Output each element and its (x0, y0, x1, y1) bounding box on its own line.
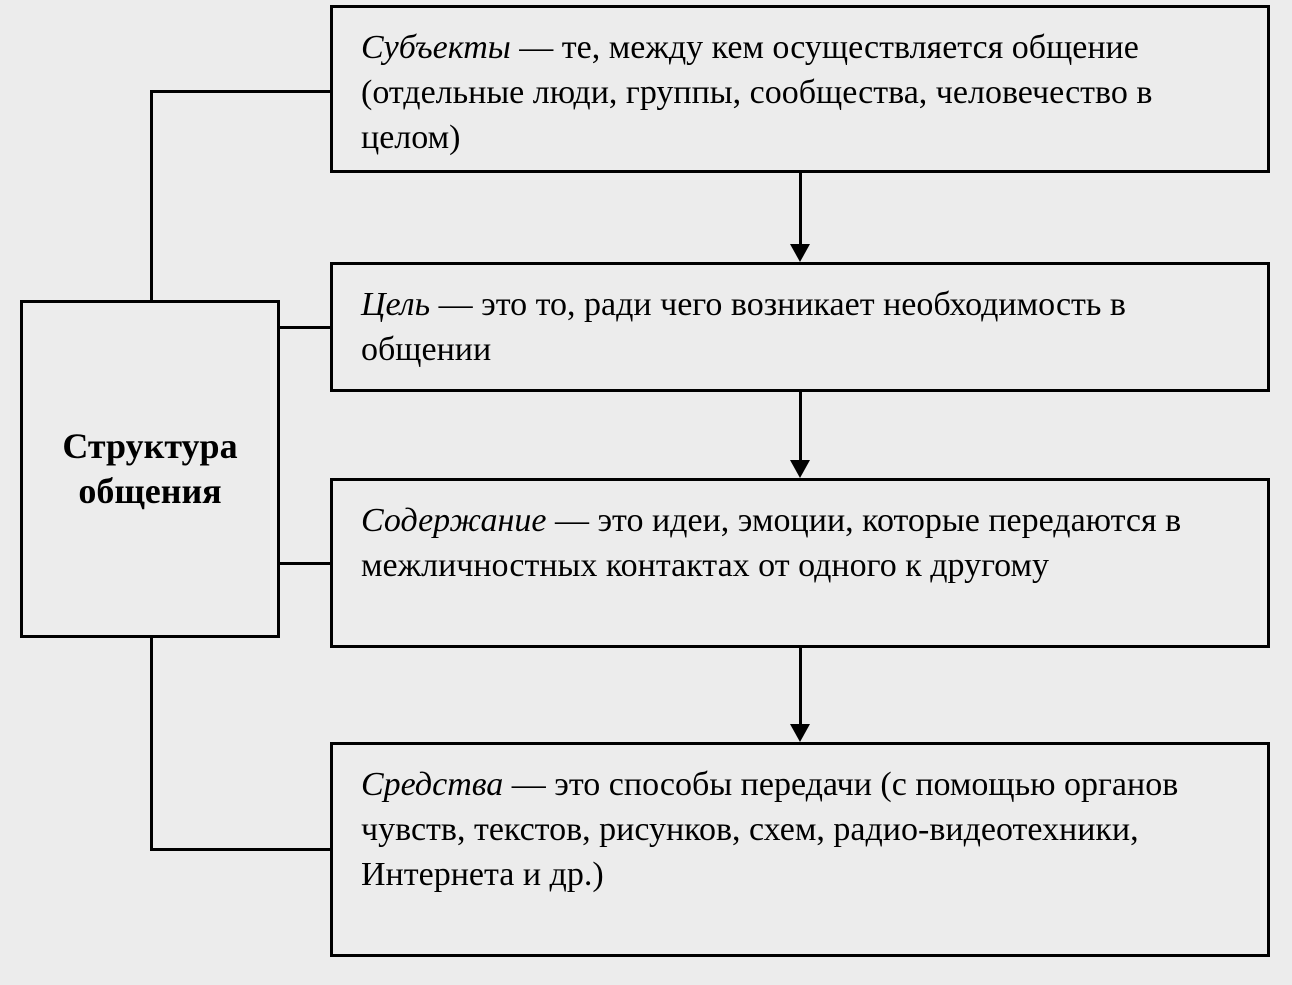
item-term: Субъекты (361, 29, 511, 66)
item-term: Средства (361, 766, 503, 803)
connector-trunk-top (150, 90, 153, 300)
item-node: Средства — это способы передачи (с помощ… (330, 742, 1270, 957)
connector-trunk-bottom (150, 638, 153, 851)
root-node: Структура общения (20, 300, 280, 638)
item-term: Содержание (361, 502, 546, 539)
arrow-stem (799, 173, 802, 248)
connector-branch (150, 90, 330, 93)
item-node: Субъекты — те, между кем осуществляется … (330, 5, 1270, 173)
item-definition: — это то, ради чего возникает необходимо… (361, 286, 1126, 368)
arrow-stem (799, 392, 802, 464)
arrow-down-icon (790, 460, 810, 478)
root-label: Структура общения (38, 424, 262, 514)
arrow-down-icon (790, 724, 810, 742)
connector-branch (150, 848, 330, 851)
item-term: Цель (361, 286, 430, 323)
item-node: Содержание — это идеи, эмоции, которые п… (330, 478, 1270, 648)
arrow-stem (799, 648, 802, 728)
connector-branch (280, 326, 330, 329)
arrow-down-icon (790, 244, 810, 262)
connector-branch (280, 562, 330, 565)
item-node: Цель — это то, ради чего возникает необх… (330, 262, 1270, 392)
